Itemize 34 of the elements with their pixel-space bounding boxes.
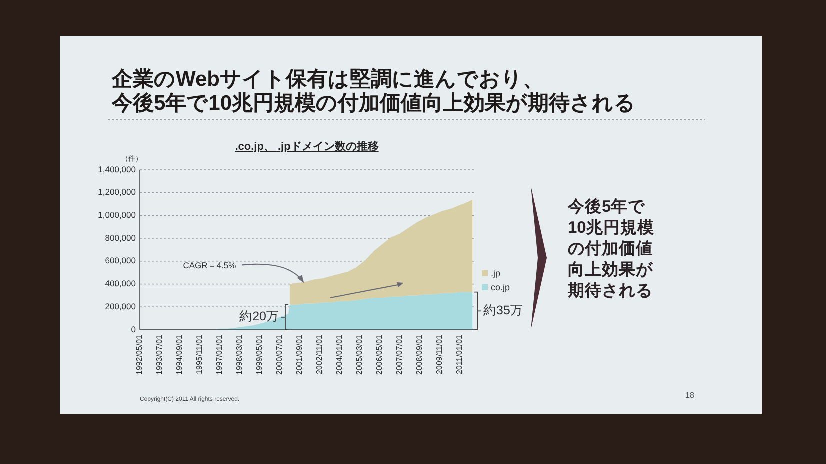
chart-title: 企業のWebサイト保有は堅調に進んでおり、今後5年で10兆円規模の付加価値向上効果が期待される <box>112 68 636 116</box>
chart-subtitle: .co.jp、 .jpドメイン数の推移 <box>234 140 380 154</box>
x-tick-label: 1995/11/01 <box>195 334 204 374</box>
x-tick-label: 2008/09/01 <box>414 334 424 376</box>
y-tick-label: 1,400,000 <box>98 164 136 174</box>
y-tick-label: 600,000 <box>105 256 136 266</box>
x-tick-label: 2000/07/01 <box>274 334 284 376</box>
x-tick-label: 1993/07/01 <box>155 334 164 376</box>
x-tick-label: 1992/05/01 <box>135 334 144 376</box>
x-tick-label: 2009/11/01 <box>434 334 444 374</box>
y-tick-label: 400,000 <box>105 278 136 289</box>
x-tick-label: 2011/01/01 <box>454 334 464 374</box>
x-tick-label: 2001/09/01 <box>295 334 304 376</box>
legend-label: .jp <box>491 268 501 278</box>
x-tick-label: 1999/05/01 <box>254 334 264 376</box>
x-tick-label: 2004/01/01 <box>334 334 344 376</box>
annotation: 約20万 <box>240 310 280 324</box>
y-tick-label: 1,000,000 <box>98 210 136 220</box>
x-tick-label: 1994/09/01 <box>175 334 184 376</box>
text: 18 <box>686 391 695 400</box>
y-tick-label: 0 <box>131 324 136 334</box>
y-tick-label: 200,000 <box>105 301 136 312</box>
x-tick-label: 1997/01/01 <box>215 334 224 376</box>
x-tick-label: 2002/11/01 <box>314 334 324 374</box>
legend-label: co.jp <box>491 282 510 292</box>
x-tick-label: 2007/07/01 <box>394 334 404 376</box>
x-tick-label: 1998/03/01 <box>234 334 244 376</box>
y-tick-label: 800,000 <box>105 232 136 243</box>
x-tick-label: 2005/03/01 <box>354 334 364 376</box>
annotation: CAGR＝4.5% <box>183 260 237 270</box>
x-tick-label: 2006/05/01 <box>374 334 384 376</box>
annotation: 約35万 <box>484 303 524 318</box>
y-tick-label: 1,200,000 <box>98 187 136 198</box>
text: 今後5年で10兆円規模の付加価値向上効果が期待される <box>568 197 655 302</box>
